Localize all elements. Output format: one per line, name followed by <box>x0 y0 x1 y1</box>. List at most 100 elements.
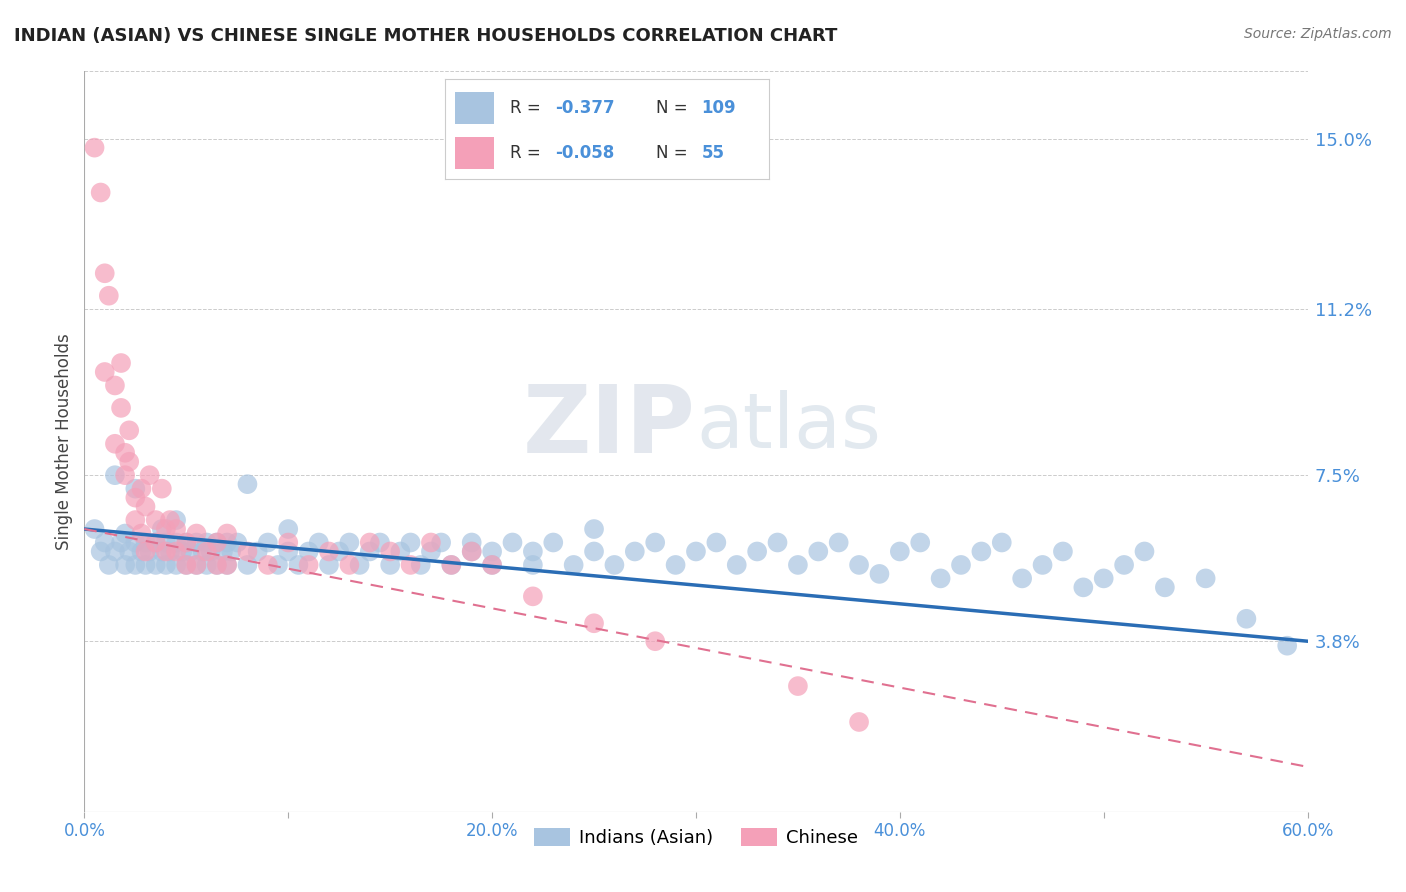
Point <box>93 266 115 280</box>
Point <box>869 566 891 581</box>
Point <box>195 544 218 558</box>
Point <box>131 482 153 496</box>
Point <box>481 558 503 572</box>
Point <box>409 558 432 572</box>
Point <box>828 535 851 549</box>
Point <box>970 544 993 558</box>
Point <box>155 535 177 549</box>
Point <box>359 535 381 549</box>
Point <box>583 616 606 631</box>
Point <box>747 544 769 558</box>
Point <box>766 535 789 549</box>
Point <box>179 544 201 558</box>
Point <box>706 535 728 549</box>
Point <box>118 455 141 469</box>
Point <box>562 558 585 572</box>
Point <box>522 544 544 558</box>
Point <box>200 544 222 558</box>
Y-axis label: Single Mother Households: Single Mother Households <box>55 334 73 549</box>
Point <box>205 535 228 549</box>
Point <box>257 558 280 572</box>
Point <box>138 468 160 483</box>
Point <box>217 558 239 572</box>
Point <box>543 535 565 549</box>
Point <box>205 558 228 572</box>
Point <box>328 544 350 558</box>
Point <box>174 535 197 549</box>
Point <box>1154 580 1177 594</box>
Point <box>991 535 1014 549</box>
Point <box>380 544 402 558</box>
Point <box>583 544 606 558</box>
Point <box>155 558 177 572</box>
Point <box>522 558 544 572</box>
Point <box>603 558 626 572</box>
Point <box>461 535 484 549</box>
Point <box>135 544 157 558</box>
Point <box>236 558 259 572</box>
Point <box>440 558 463 572</box>
Point <box>165 544 187 558</box>
Point <box>267 558 290 572</box>
Point <box>159 513 181 527</box>
Point <box>339 558 361 572</box>
Point <box>889 544 911 558</box>
Point <box>138 544 160 558</box>
Point <box>205 558 228 572</box>
Point <box>318 558 340 572</box>
Point <box>145 535 167 549</box>
Point <box>217 558 239 572</box>
Point <box>257 535 280 549</box>
Point <box>287 558 309 572</box>
Point <box>1195 571 1218 585</box>
Point <box>174 558 197 572</box>
Point <box>114 446 136 460</box>
Point <box>145 558 167 572</box>
Point <box>277 522 299 536</box>
Point <box>665 558 688 572</box>
Point <box>461 544 484 558</box>
Point <box>83 141 105 155</box>
Point <box>339 535 361 549</box>
Text: atlas: atlas <box>696 390 880 464</box>
Point <box>440 558 463 572</box>
Point <box>624 544 647 558</box>
Point <box>124 513 146 527</box>
Point <box>583 522 606 536</box>
Point <box>217 526 239 541</box>
Point <box>1052 544 1074 558</box>
Point <box>124 491 146 505</box>
Point <box>150 522 173 536</box>
Point <box>135 558 157 572</box>
Point <box>461 544 484 558</box>
Point <box>298 544 321 558</box>
Point <box>118 423 141 437</box>
Point <box>368 535 391 549</box>
Point <box>212 544 235 558</box>
Point <box>174 558 197 572</box>
Point <box>481 544 503 558</box>
Point <box>114 558 136 572</box>
Point <box>150 482 173 496</box>
Point <box>420 535 443 549</box>
Point <box>195 558 218 572</box>
Point <box>420 544 443 558</box>
Point <box>93 365 115 379</box>
Point <box>380 558 402 572</box>
Point <box>685 544 707 558</box>
Text: Source: ZipAtlas.com: Source: ZipAtlas.com <box>1244 27 1392 41</box>
Point <box>110 535 132 549</box>
Point <box>205 535 228 549</box>
Point <box>1133 544 1156 558</box>
Point <box>145 513 167 527</box>
Point <box>389 544 412 558</box>
Point <box>298 558 321 572</box>
Point <box>399 558 422 572</box>
Point <box>186 558 208 572</box>
Point <box>150 544 173 558</box>
Point <box>155 522 177 536</box>
Point <box>124 558 146 572</box>
Point <box>114 526 136 541</box>
Point <box>97 289 120 303</box>
Point <box>104 378 127 392</box>
